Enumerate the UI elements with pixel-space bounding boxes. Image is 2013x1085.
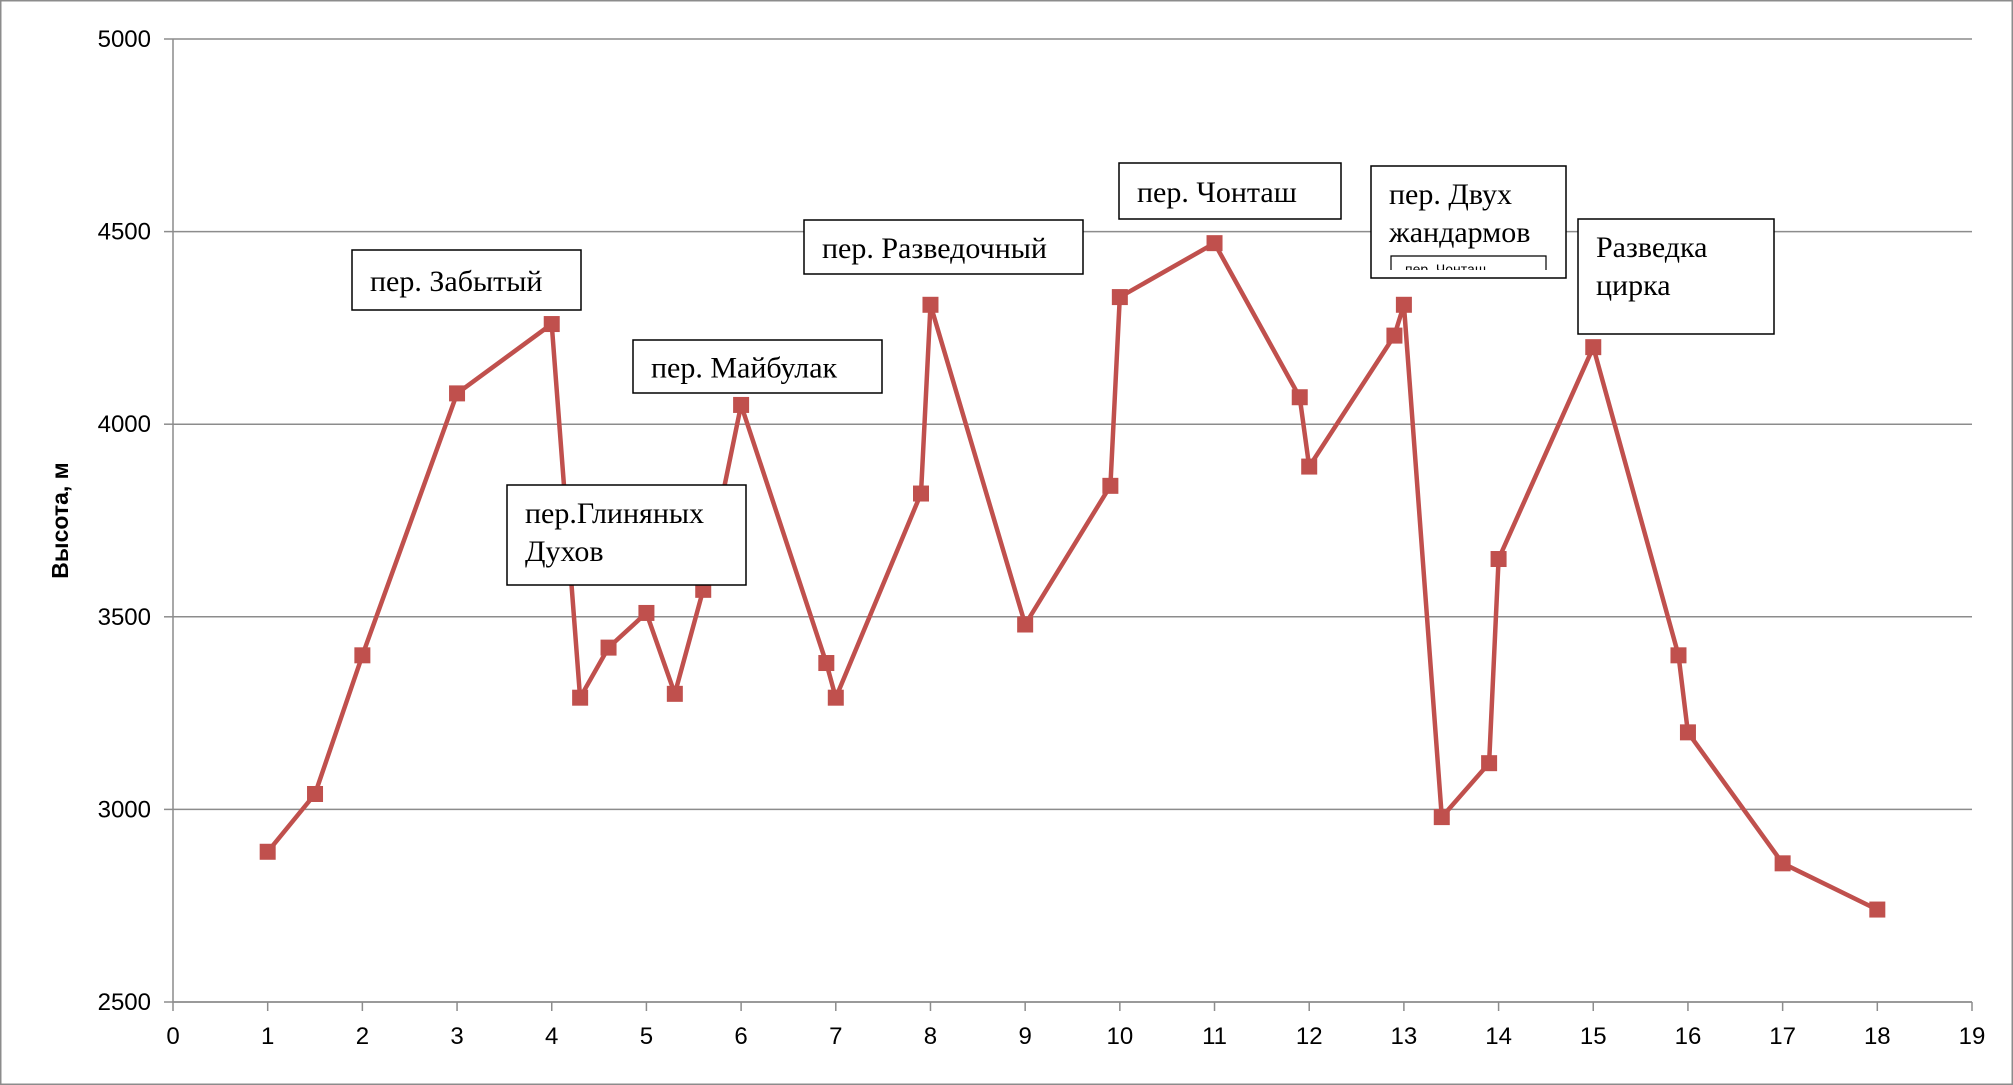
data-point-marker [827, 689, 844, 706]
annotation-label: пер. Разведочный [822, 232, 1047, 265]
data-point-marker [1490, 551, 1507, 568]
y-tick-label: 2500 [98, 989, 151, 1016]
x-tick-label: 6 [734, 1023, 747, 1050]
x-tick-label: 8 [924, 1023, 937, 1050]
x-tick-label: 5 [640, 1023, 653, 1050]
data-point-marker [695, 581, 712, 598]
x-tick-label: 11 [1202, 1023, 1227, 1050]
data-point-marker [1585, 339, 1602, 356]
data-point-marker [1670, 647, 1687, 664]
data-point-marker [1017, 616, 1034, 633]
data-point-marker [1386, 327, 1403, 344]
x-tick-label: 4 [545, 1023, 558, 1050]
data-point-marker [638, 604, 655, 621]
x-tick-label: 14 [1485, 1023, 1512, 1050]
x-tick-label: 9 [1018, 1023, 1031, 1050]
x-tick-label: 1 [261, 1023, 274, 1050]
annotation-box [506, 484, 747, 586]
annotation-clipped-label: пер. Чонташ [1405, 261, 1486, 277]
data-point-marker [1111, 289, 1128, 306]
data-point-marker [733, 396, 750, 413]
annotation-box [632, 339, 883, 394]
y-tick-label: 3000 [98, 796, 151, 823]
annotation-label: пер. Майбулак [651, 352, 838, 385]
data-point-marker [307, 785, 324, 802]
annotation-box [803, 219, 1084, 275]
annotation-label: пер. Двух [1389, 178, 1512, 211]
y-tick-label: 5000 [98, 26, 151, 53]
x-tick-label: 0 [166, 1023, 179, 1050]
annotation-label: Разведка [1596, 231, 1707, 264]
data-point-marker [818, 655, 835, 672]
data-point-marker [1102, 477, 1119, 494]
y-tick-label: 3500 [98, 604, 151, 631]
annotation-label: Духов [525, 535, 604, 568]
annotation-label: жандармов [1388, 216, 1530, 249]
data-point-marker [1774, 855, 1791, 872]
data-point-marker [449, 385, 466, 402]
x-tick-label: 2 [356, 1023, 369, 1050]
data-point-marker [922, 296, 939, 313]
data-point-marker [1395, 296, 1412, 313]
data-point-marker [543, 316, 560, 333]
annotation-box [1370, 165, 1567, 279]
x-tick-label: 19 [1959, 1023, 1986, 1050]
data-point-marker [600, 639, 617, 656]
y-tick-label: 4000 [98, 411, 151, 438]
annotation-inner-box [1390, 255, 1547, 270]
x-tick-label: 12 [1296, 1023, 1323, 1050]
x-tick-label: 18 [1864, 1023, 1891, 1050]
x-tick-label: 13 [1391, 1023, 1418, 1050]
annotation-label: цирка [1596, 269, 1671, 302]
data-point-marker [1869, 901, 1886, 918]
data-point-marker [1291, 389, 1308, 406]
annotation-label: пер. Чонташ [1137, 176, 1297, 209]
x-tick-label: 16 [1675, 1023, 1702, 1050]
data-point-marker [1679, 724, 1696, 741]
data-point-marker [572, 689, 589, 706]
data-point-marker [1206, 235, 1223, 252]
annotation-label: пер. Забытый [370, 265, 542, 298]
data-point-marker [354, 647, 371, 664]
annotation-box [1118, 162, 1342, 220]
data-point-marker [913, 485, 930, 502]
data-point-marker [1481, 755, 1498, 772]
x-tick-label: 17 [1769, 1023, 1796, 1050]
x-tick-label: 10 [1106, 1023, 1133, 1050]
x-tick-label: 15 [1580, 1023, 1607, 1050]
data-point-marker [1433, 809, 1450, 826]
data-point-marker [1301, 458, 1318, 475]
y-axis-title: Высота, м [47, 462, 73, 578]
y-tick-label: 4500 [98, 219, 151, 246]
data-point-marker [666, 685, 683, 702]
annotation-label: пер.Глиняных [525, 497, 704, 530]
annotation-box [1577, 218, 1775, 335]
data-point-marker [259, 843, 276, 860]
x-tick-label: 7 [829, 1023, 842, 1050]
x-tick-label: 3 [450, 1023, 463, 1050]
annotation-box [351, 249, 582, 311]
